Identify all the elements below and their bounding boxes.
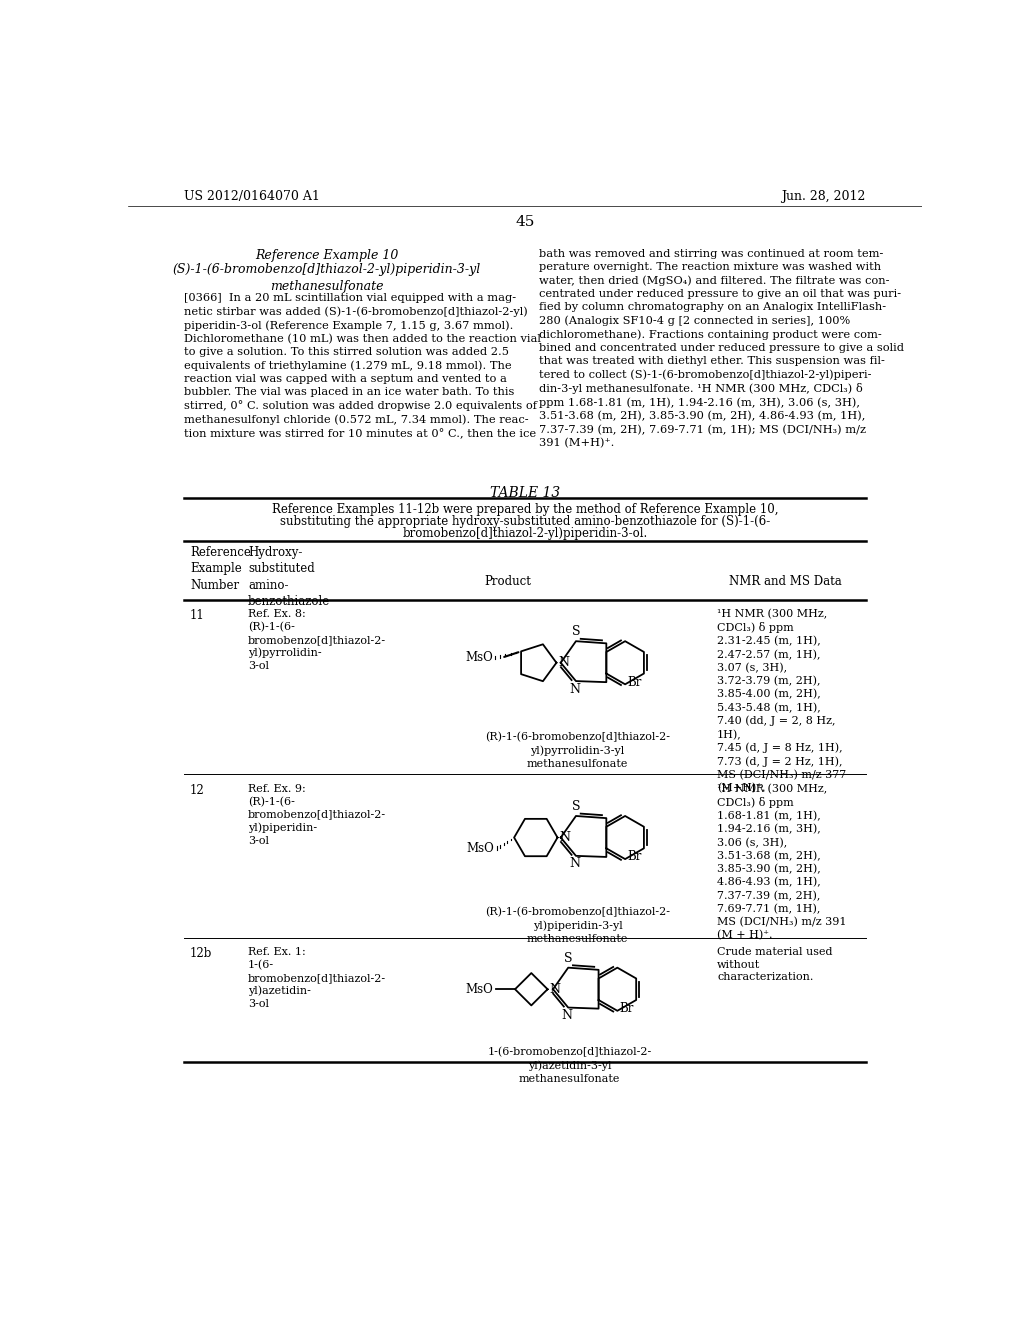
Text: Br: Br xyxy=(620,1002,634,1015)
Text: 12: 12 xyxy=(190,784,205,797)
Text: TABLE 13: TABLE 13 xyxy=(489,486,560,500)
Text: ¹H NMR (300 MHz,
CDCl₃) δ ppm
2.31-2.45 (m, 1H),
2.47-2.57 (m, 1H),
3.07 (s, 3H): ¹H NMR (300 MHz, CDCl₃) δ ppm 2.31-2.45 … xyxy=(717,609,846,793)
Text: Br: Br xyxy=(628,850,642,863)
Text: N: N xyxy=(569,682,580,696)
Text: N: N xyxy=(569,858,580,870)
Text: N: N xyxy=(549,982,560,995)
Text: 11: 11 xyxy=(190,609,205,622)
Text: 45: 45 xyxy=(515,215,535,228)
Text: MsO: MsO xyxy=(466,982,494,995)
Text: Reference
Example
Number: Reference Example Number xyxy=(190,545,251,591)
Text: N: N xyxy=(559,832,570,843)
Text: Ref. Ex. 8:
(R)-1-(6-
bromobenzo[d]thiazol-2-
yl)pyrrolidin-
3-ol: Ref. Ex. 8: (R)-1-(6- bromobenzo[d]thiaz… xyxy=(248,609,386,672)
Text: MsO: MsO xyxy=(465,651,493,664)
Text: substituting the appropriate hydroxy-substituted amino-benzothiazole for (S)-1-(: substituting the appropriate hydroxy-sub… xyxy=(280,515,770,528)
Text: Br: Br xyxy=(628,676,642,689)
Text: Product: Product xyxy=(484,576,531,587)
Text: ¹H NMR (300 MHz,
CDCl₃) δ ppm
1.68-1.81 (m, 1H),
1.94-2.16 (m, 3H),
3.06 (s, 3H): ¹H NMR (300 MHz, CDCl₃) δ ppm 1.68-1.81 … xyxy=(717,784,847,941)
Text: 12b: 12b xyxy=(190,946,212,960)
Text: N: N xyxy=(561,1008,572,1022)
Text: 1-(6-bromobenzo[d]thiazol-2-
yl)azetidin-3-yl
methanesulfonate: 1-(6-bromobenzo[d]thiazol-2- yl)azetidin… xyxy=(487,1047,652,1084)
Text: S: S xyxy=(571,800,581,813)
Text: (R)-1-(6-bromobenzo[d]thiazol-2-
yl)pyrrolidin-3-yl
methanesulfonate: (R)-1-(6-bromobenzo[d]thiazol-2- yl)pyrr… xyxy=(485,733,670,768)
Text: N: N xyxy=(558,656,569,669)
Text: (R)-1-(6-bromobenzo[d]thiazol-2-
yl)piperidin-3-yl
methanesulfonate: (R)-1-(6-bromobenzo[d]thiazol-2- yl)pipe… xyxy=(485,907,670,944)
Text: Ref. Ex. 9:
(R)-1-(6-
bromobenzo[d]thiazol-2-
yl)piperidin-
3-ol: Ref. Ex. 9: (R)-1-(6- bromobenzo[d]thiaz… xyxy=(248,784,386,846)
Text: bath was removed and stirring was continued at room tem-
perature overnight. The: bath was removed and stirring was contin… xyxy=(539,249,904,449)
Text: Reference Example 10: Reference Example 10 xyxy=(255,249,398,263)
Text: Reference Examples 11-12b were prepared by the method of Reference Example 10,: Reference Examples 11-12b were prepared … xyxy=(271,503,778,516)
Text: Jun. 28, 2012: Jun. 28, 2012 xyxy=(781,190,866,203)
Text: Ref. Ex. 1:
1-(6-
bromobenzo[d]thiazol-2-
yl)azetidin-
3-ol: Ref. Ex. 1: 1-(6- bromobenzo[d]thiazol-2… xyxy=(248,946,386,1010)
Text: Crude material used
without
characterization.: Crude material used without characteriza… xyxy=(717,946,833,982)
Text: S: S xyxy=(571,626,581,638)
Text: (S)-1-(6-bromobenzo[d]thiazol-2-yl)piperidin-3-yl
methanesulfonate: (S)-1-(6-bromobenzo[d]thiazol-2-yl)piper… xyxy=(172,263,480,293)
Text: NMR and MS Data: NMR and MS Data xyxy=(729,576,842,587)
Text: Hydroxy-
substituted
amino-
benzothiazole: Hydroxy- substituted amino- benzothiazol… xyxy=(248,545,331,609)
Text: bromobenzo[d]thiazol-2-yl)piperidin-3-ol.: bromobenzo[d]thiazol-2-yl)piperidin-3-ol… xyxy=(402,527,647,540)
Text: S: S xyxy=(564,952,572,965)
Text: MsO: MsO xyxy=(467,842,495,855)
Text: [0366]  In a 20 mL scintillation vial equipped with a mag-
netic stirbar was add: [0366] In a 20 mL scintillation vial equ… xyxy=(183,293,541,440)
Text: US 2012/0164070 A1: US 2012/0164070 A1 xyxy=(183,190,319,203)
